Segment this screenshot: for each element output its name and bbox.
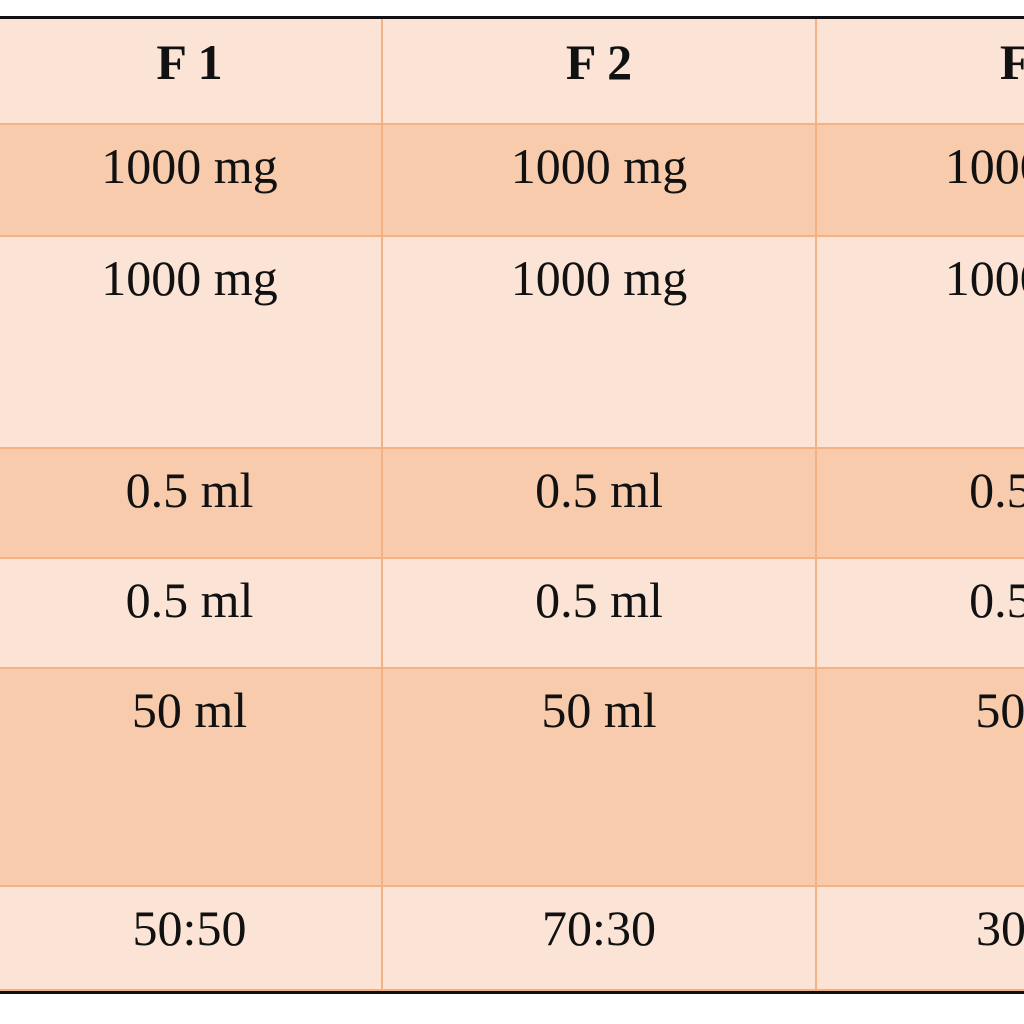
table-row: 0.5 ml0.5 ml0.5 ml: [0, 559, 1024, 669]
table-cell: 0.5 ml: [383, 449, 817, 559]
header-cell: F 3: [817, 19, 1024, 125]
header-cell: F 1: [0, 19, 383, 125]
table-cell: 0.5 ml: [383, 559, 817, 669]
header-cell: F 2: [383, 19, 817, 125]
table-cell: 0.5 ml: [0, 559, 383, 669]
table-cell: 50 ml: [0, 669, 383, 887]
table-cell: 0.5 ml: [0, 449, 383, 559]
table-cell: 0.5 ml: [817, 449, 1024, 559]
table-cell: 0.5 ml: [817, 559, 1024, 669]
table-cell: 1000 mg: [0, 237, 383, 449]
table-cell: 50 ml: [817, 669, 1024, 887]
table-cell: 1000 mg: [817, 125, 1024, 237]
table-cell: 1000 mg: [817, 237, 1024, 449]
table-cell: 30:70: [817, 887, 1024, 991]
table-cell: 1000 mg: [0, 125, 383, 237]
table-cell: 1000 mg: [383, 237, 817, 449]
table-cell: 70:30: [383, 887, 817, 991]
table-cell: 50:50: [0, 887, 383, 991]
table-cell: 50 ml: [383, 669, 817, 887]
table-cell: 1000 mg: [383, 125, 817, 237]
table-row: 0.5 ml0.5 ml0.5 ml: [0, 449, 1024, 559]
header-row: F 1F 2F 3: [0, 19, 1024, 125]
